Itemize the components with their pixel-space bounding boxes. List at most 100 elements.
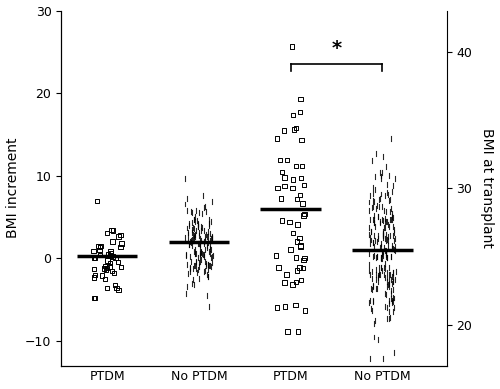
Point [300,257,308,263]
Point [300,182,308,188]
Point [274,264,282,270]
Point [278,169,286,175]
Point [292,279,300,285]
Point [103,265,111,271]
Point [100,266,108,272]
Point [299,265,307,271]
Point [296,175,304,181]
Point [294,221,302,228]
Point [293,238,301,245]
Point [116,244,124,250]
Point [288,176,296,182]
Point [274,185,281,191]
Point [110,270,118,276]
Point [284,328,292,335]
Point [294,328,302,335]
Point [106,249,114,255]
Point [96,247,104,253]
Point [96,252,104,258]
Point [280,174,288,180]
Y-axis label: BMI increment: BMI increment [6,138,20,238]
Point [94,243,102,249]
Y-axis label: BMI at transplant: BMI at transplant [480,128,494,248]
Point [100,263,108,269]
Point [108,227,116,233]
Point [292,254,300,261]
Point [278,217,286,224]
Point [300,212,308,219]
Point [116,232,124,238]
Point [288,185,296,191]
Point [90,275,98,281]
Point [288,282,296,288]
Point [96,243,104,249]
Point [283,157,291,163]
Point [112,255,120,261]
Point [296,242,304,249]
Point [104,251,112,258]
Point [104,258,112,264]
Point [107,250,115,256]
Point [300,255,308,261]
Point [111,282,119,288]
Point [288,43,296,49]
Point [297,277,305,283]
Point [296,265,304,271]
Point [296,96,304,102]
Point [286,219,294,225]
Point [102,266,110,272]
Point [292,302,300,308]
Point [101,276,109,282]
Point [280,128,288,134]
Point [90,266,98,272]
Point [90,295,98,301]
Point [114,287,122,293]
Point [296,192,304,198]
Point [293,196,301,202]
Point [292,163,300,169]
Point [106,252,114,259]
Point [108,227,116,233]
Point [296,109,304,115]
Point [282,272,290,278]
Point [104,230,112,236]
Point [296,235,304,241]
Point [114,233,122,240]
Point [280,279,288,286]
Point [273,135,281,142]
Point [277,195,285,202]
Point [114,259,122,265]
Point [91,295,99,301]
Point [293,268,301,274]
Point [273,305,281,311]
Point [301,307,309,314]
Point [90,248,98,254]
Point [112,285,120,291]
Point [90,255,98,261]
Text: *: * [332,39,342,58]
Point [108,253,116,259]
Point [292,125,300,131]
Point [298,137,306,144]
Point [298,200,306,207]
Point [118,240,126,247]
Point [286,246,294,252]
Point [280,183,288,189]
Point [90,255,98,261]
Point [93,198,101,204]
Point [106,263,114,270]
Point [289,112,297,118]
Point [272,252,280,259]
Point [298,163,306,169]
Point [96,244,104,250]
Point [108,238,116,245]
Point [276,157,284,163]
Point [116,264,124,270]
Point [103,285,111,291]
Point [108,268,116,274]
Point [106,260,114,266]
Point [98,272,106,279]
Point [91,272,99,278]
Point [300,211,308,217]
Point [289,230,297,236]
